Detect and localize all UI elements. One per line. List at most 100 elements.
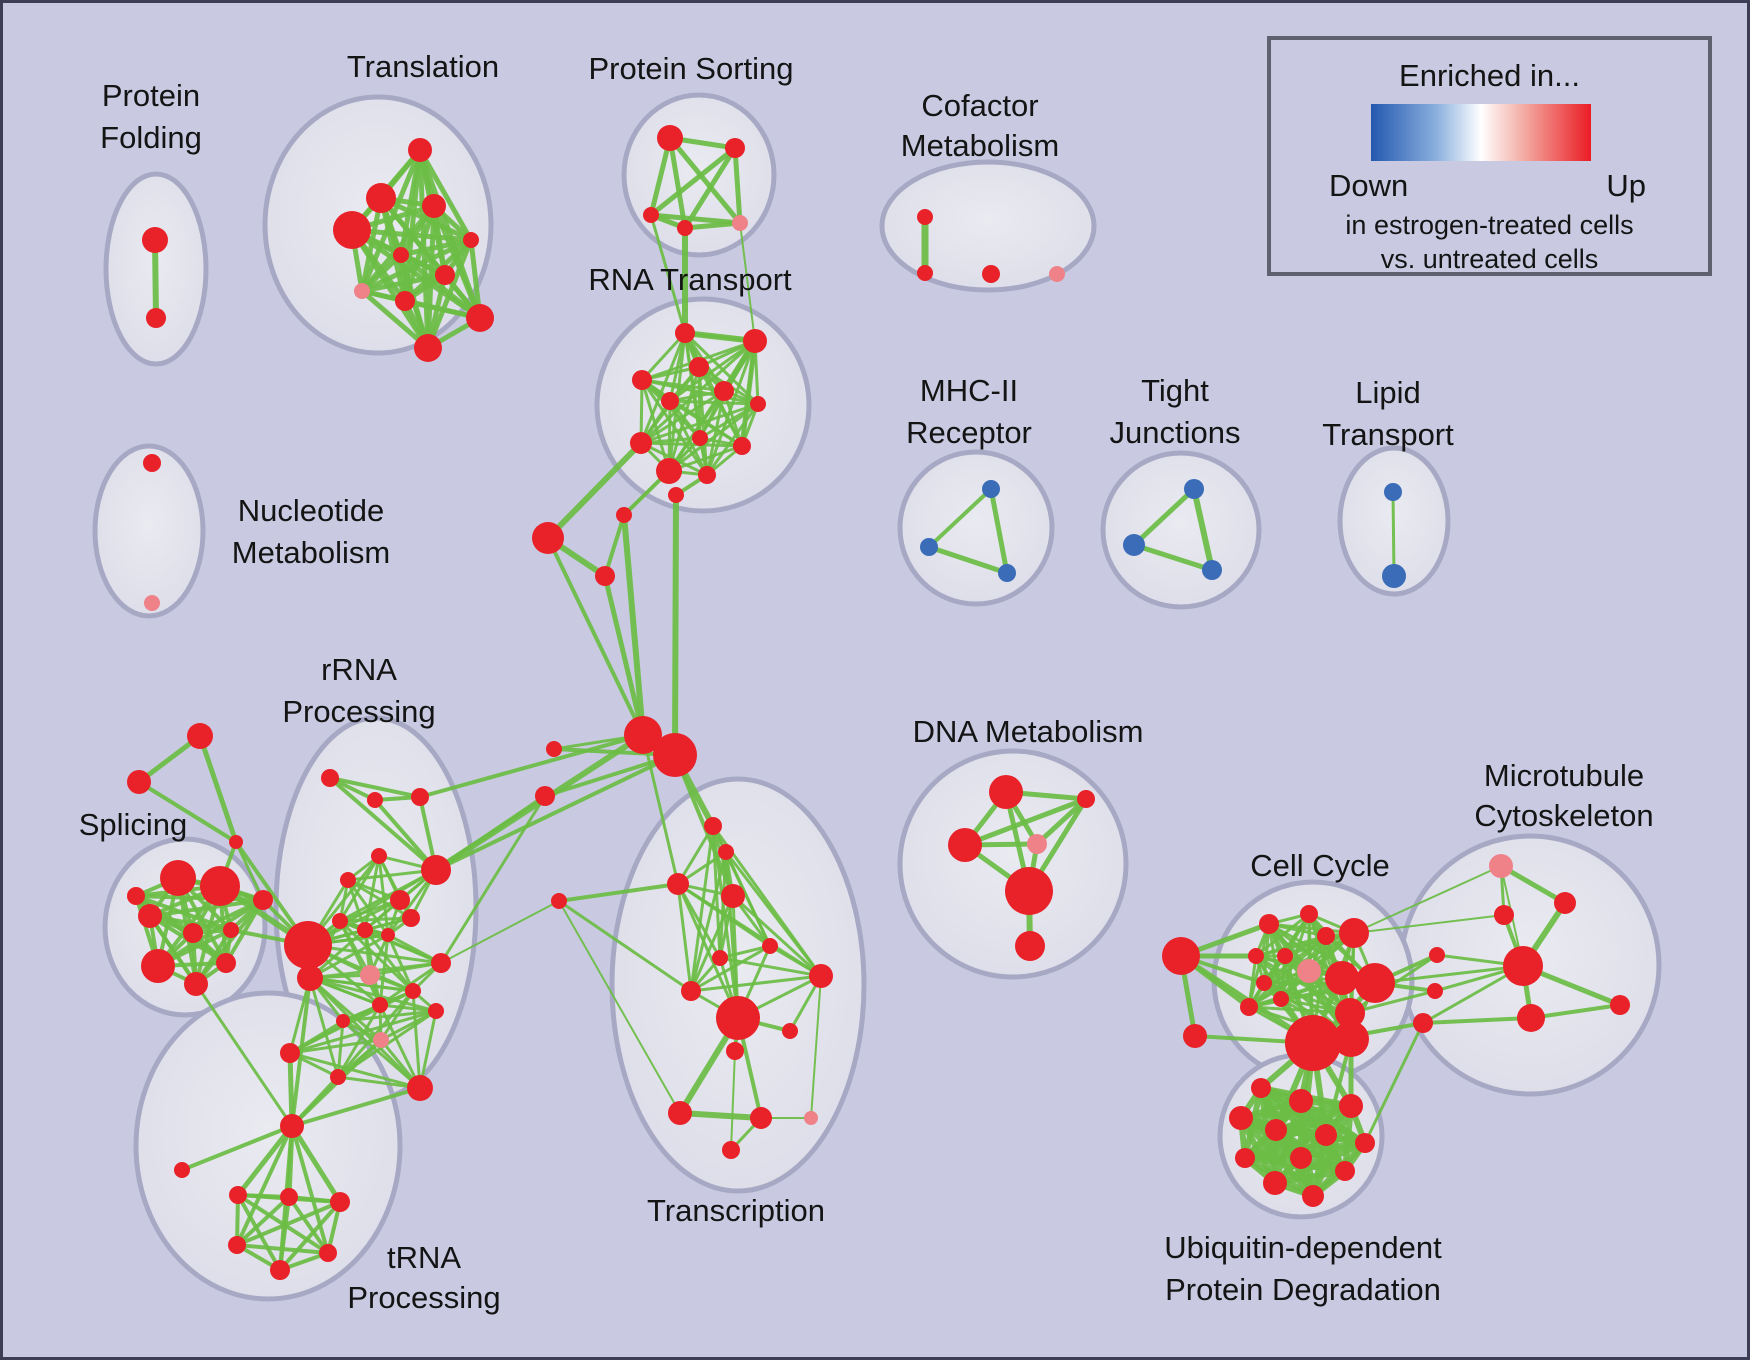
legend-down-label: Down [1329, 168, 1409, 203]
graph-edge [418, 1009, 438, 1090]
graph-node-r16 [372, 997, 388, 1013]
graph-node-tr6 [319, 1244, 337, 1262]
graph-edge [689, 944, 772, 993]
graph-edge [378, 1003, 438, 1013]
graph-node-s4 [183, 923, 203, 943]
graph-node-x1 [704, 817, 722, 835]
cluster-label-mhc-ii-receptor: MHC-II Receptor [906, 373, 1032, 450]
graph-edge [724, 850, 772, 948]
graph-node-sp3 [229, 835, 243, 849]
graph-edge [689, 974, 823, 993]
graph-edge [1262, 981, 1352, 1015]
graph-edge [1353, 914, 1505, 934]
graph-edge [308, 976, 415, 993]
graph-node-m3 [1494, 905, 1514, 925]
graph-node-nm1 [143, 454, 161, 472]
graph-node-d4 [1027, 834, 1047, 854]
graph-edge [278, 1200, 342, 1272]
graph-node-tl3 [422, 194, 446, 218]
graph-node-d1 [989, 775, 1023, 809]
graph-edge [667, 402, 760, 473]
graph-edge [621, 512, 646, 738]
graph-edge [235, 1124, 294, 1247]
graph-node-tr3 [280, 1188, 298, 1206]
cluster-label-cell-cycle: Cell Cycle [1250, 848, 1390, 883]
graph-edge [359, 272, 448, 294]
graph-edge [640, 378, 709, 477]
graph-edge [349, 227, 474, 243]
graph-edge [1421, 1016, 1533, 1025]
graph-node-m7 [1413, 1013, 1433, 1033]
graph-node-u5 [1265, 1119, 1287, 1141]
graph-edge [290, 1086, 422, 1128]
graph-node-h3 [653, 733, 697, 777]
graph-edge [546, 536, 645, 737]
graph-edge [689, 894, 735, 993]
graph-node-ps4 [677, 220, 693, 236]
graph-node-d5 [1005, 867, 1053, 915]
graph-node-x17 [722, 1141, 740, 1159]
graph-node-r12 [284, 921, 332, 969]
graph-node-mh2 [920, 538, 938, 556]
graph-edge [336, 1075, 422, 1090]
graph-edge [1363, 1021, 1425, 1145]
graph-node-rt4 [632, 370, 652, 390]
graph-edge [543, 753, 677, 798]
graph-node-ps3 [643, 207, 659, 223]
graph-node-h4 [546, 741, 562, 757]
graph-edge [682, 220, 743, 231]
graph-edge [289, 1123, 343, 1205]
graph-node-s1 [160, 860, 196, 896]
graph-node-lt2 [1382, 564, 1406, 588]
graph-node-tl5 [463, 232, 479, 248]
cluster-label-microtubule-cytoskeleton: Microtubule Cytoskeleton [1474, 758, 1653, 833]
graph-node-r11 [381, 928, 395, 942]
graph-node-u8 [1235, 1148, 1255, 1168]
graph-node-r4 [371, 848, 387, 864]
graph-node-r14 [360, 965, 380, 985]
graph-edge [359, 288, 431, 351]
graph-edge [287, 1050, 295, 1129]
graph-node-s8 [216, 953, 236, 973]
graph-node-x13 [726, 1042, 744, 1060]
graph-node-rt11 [656, 458, 682, 484]
graph-edge [677, 1110, 764, 1121]
graph-edge [988, 486, 1010, 576]
legend-caption-line1: in estrogen-treated cells [1345, 210, 1634, 240]
graph-node-x12 [782, 1023, 798, 1039]
cluster-ellipse-nucleotide-metabolism [92, 443, 206, 619]
graph-node-u9 [1290, 1147, 1312, 1169]
graph-node-pf2 [146, 308, 166, 328]
graph-node-u2 [1289, 1089, 1313, 1113]
graph-node-x9 [681, 981, 701, 1001]
cluster-ellipse-cofactor-metabolism [879, 159, 1097, 293]
graph-node-cc9 [1256, 975, 1272, 991]
graph-node-mh3 [998, 564, 1016, 582]
graph-edge [236, 1193, 282, 1272]
legend-title: Enriched in... [1399, 58, 1580, 93]
graph-node-cf2 [917, 265, 933, 281]
graph-edge [603, 513, 626, 578]
graph-node-m2 [1554, 892, 1576, 914]
graph-edge [739, 222, 756, 342]
graph-node-d2 [1077, 790, 1095, 808]
graph-node-x2 [718, 844, 734, 860]
graph-node-u7 [1355, 1133, 1375, 1153]
cluster-label-dna-metabolism: DNA Metabolism [913, 714, 1144, 749]
graph-node-s7 [184, 972, 208, 996]
graph-node-cf4 [1049, 266, 1065, 282]
graph-node-sp1 [187, 723, 213, 749]
graph-node-tr2 [229, 1186, 247, 1204]
graph-edge [235, 1195, 291, 1247]
cluster-label-cofactor-metabolism: Cofactor Metabolism [901, 88, 1060, 163]
graph-edge [718, 956, 823, 978]
graph-edge [341, 1009, 438, 1023]
graph-node-cc3 [1300, 905, 1318, 923]
graph-node-u11 [1263, 1171, 1287, 1195]
graph-node-tl7 [435, 265, 455, 285]
graph-edge [558, 900, 681, 1114]
cluster-label-rrna-processing: rRNA Processing [282, 652, 435, 729]
graph-node-cc4 [1317, 927, 1335, 945]
cluster-label-protein-sorting: Protein Sorting [588, 51, 793, 86]
graph-edge [689, 850, 728, 993]
